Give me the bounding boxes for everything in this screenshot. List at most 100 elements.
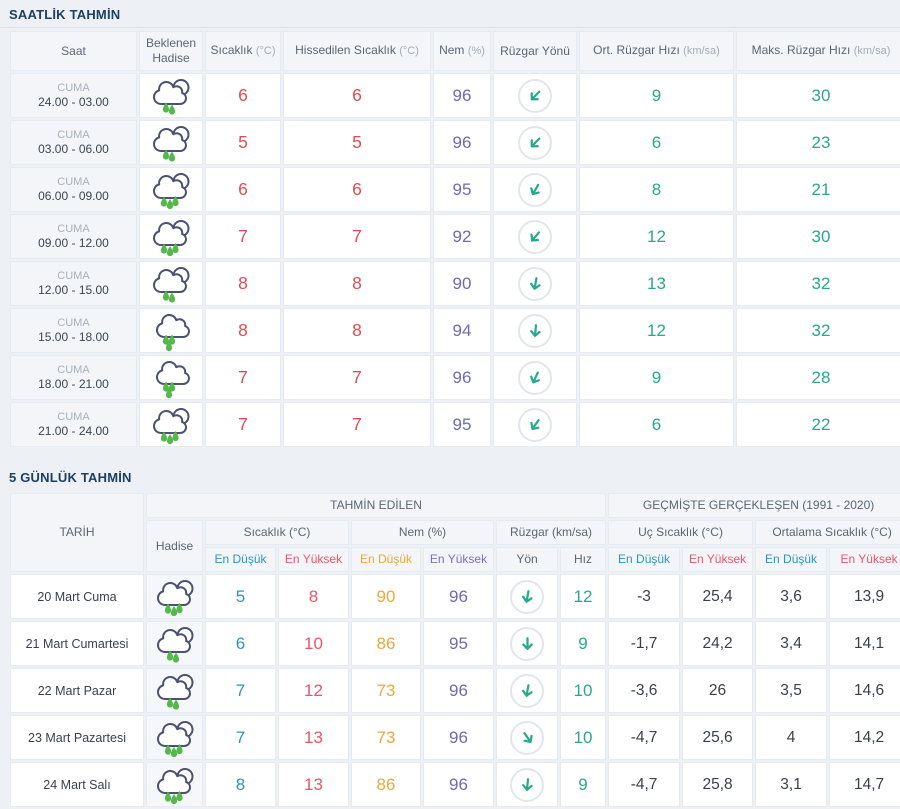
- time-slot-cell: CUMA 03.00 - 06.00: [10, 120, 137, 165]
- max-wind-speed-cell: 28: [736, 355, 900, 400]
- hourly-header-row: Saat Beklenen Hadise Sıcaklık (°C) Hisse…: [10, 31, 900, 71]
- temp-min-cell: 7: [205, 715, 276, 760]
- wind-direction-icon: [518, 219, 552, 254]
- col-header-tahmin-edilen: TAHMİN EDİLEN: [146, 493, 607, 518]
- daily-row: 24 Mart Salı 8 13 86 96 9 -4,7 25,8 3,1 14,7: [10, 762, 900, 807]
- rain-cloud-icon: [154, 624, 196, 664]
- daily-header-row-1: TARİH TAHMİN EDİLEN GEÇMİŞTE GERÇEKLEŞEN…: [10, 493, 900, 572]
- humidity-header-label: Nem: [439, 43, 465, 58]
- rain-cloud-icon: [150, 264, 192, 304]
- temp-max-cell: 13: [278, 715, 349, 760]
- hourly-row: CUMA 12.00 - 15.00 8 8 90 13 32: [10, 261, 900, 306]
- condition-cell: [139, 261, 203, 306]
- temperature-cell: 8: [205, 308, 281, 353]
- humidity-cell: 95: [433, 402, 491, 447]
- hourly-forecast-section: SAATLİK TAHMİN Saat Beklenen Hadise Sıca…: [0, 7, 900, 447]
- avg-wind-speed-cell: 6: [579, 402, 734, 447]
- temp-min-cell: 7: [205, 668, 276, 713]
- hourly-row: CUMA 24.00 - 03.00 6 6 96 9 30: [10, 73, 900, 118]
- condition-cell: [139, 73, 203, 118]
- predicted-header-label: TAHMİN EDİLEN: [330, 498, 422, 512]
- wind-speed-cell: 9: [560, 621, 607, 666]
- col-header-hum-min: En Düşük: [351, 547, 421, 572]
- avg-wind-speed-cell: 9: [579, 355, 734, 400]
- humidity-min-cell: 73: [351, 715, 421, 760]
- col-header-avg-min: En Düşük: [755, 547, 828, 572]
- col-header-ext-max: En Yüksek: [682, 547, 754, 572]
- hourly-row: CUMA 15.00 - 18.00 8 8 94 12 32: [10, 308, 900, 353]
- time-slot-cell: CUMA 15.00 - 18.00: [10, 308, 137, 353]
- humidity-max-cell: 96: [423, 762, 494, 807]
- average-min-cell: 3,5: [755, 668, 828, 713]
- feels-header-label: Hissedilen Sıcaklık: [295, 43, 396, 58]
- time-range-label: 06.00 - 09.00: [38, 188, 109, 203]
- rain-cloud-icon: [150, 123, 192, 163]
- avg-wind-speed-cell: 8: [579, 167, 734, 212]
- humidity-header-unit: (%): [467, 45, 485, 58]
- wind-direction-icon: [510, 579, 544, 614]
- humidity-group-label: Nem (%): [398, 525, 447, 539]
- average-min-cell: 3,6: [755, 574, 828, 619]
- day-label: CUMA: [57, 410, 90, 423]
- wind-direction-icon: [518, 78, 552, 113]
- daily-row: 20 Mart Cuma 5 8 90 96 12 -3 25,4 3,6 13,9: [10, 574, 900, 619]
- avg-temp-group-label: Ortalama Sıcaklık (°C): [772, 525, 892, 539]
- feels-like-cell: 5: [283, 120, 431, 165]
- wind-direction-cell: [493, 402, 577, 447]
- date-label: 21 Mart Cumartesi: [25, 636, 129, 651]
- day-label: CUMA: [57, 128, 90, 141]
- max-label: En Yüksek: [284, 552, 343, 566]
- avg-wind-speed-cell: 13: [579, 261, 734, 306]
- rain-cloud-icon: [150, 76, 192, 116]
- max-wind-speed-cell: 30: [736, 214, 900, 259]
- date-label: 20 Mart Cuma: [37, 589, 117, 604]
- daily-header-row-2: Hadise Sıcaklık (°C) Nem (%) Rüzgar (km/…: [10, 520, 900, 572]
- condition-cell: [139, 120, 203, 165]
- col-header-sicaklik-group: Sıcaklık (°C): [205, 520, 349, 545]
- time-range-label: 21.00 - 24.00: [38, 423, 109, 438]
- temp-max-cell: 12: [278, 668, 349, 713]
- col-header-sicaklik: Sıcaklık (°C): [205, 31, 281, 71]
- temperature-cell: 6: [205, 73, 281, 118]
- temperature-cell: 5: [205, 120, 281, 165]
- min-label: En Düşük: [618, 552, 671, 566]
- wind-direction-cell: [493, 167, 577, 212]
- average-max-cell: 14,6: [829, 668, 900, 713]
- humidity-cell: 90: [433, 261, 491, 306]
- extreme-temp-group-label: Uç Sıcaklık (°C): [638, 525, 723, 539]
- average-min-cell: 3,1: [755, 762, 828, 807]
- daily-header-row-3: En Düşük En Yüksek En Düşük En Yüksek Yö…: [10, 547, 900, 572]
- col-header-ortalama-group: Ortalama Sıcaklık (°C): [755, 520, 900, 545]
- col-header-hissedilen: Hissedilen Sıcaklık (°C): [283, 31, 431, 71]
- max-wind-speed-cell: 30: [736, 73, 900, 118]
- wind-direction-cell: [496, 574, 558, 619]
- time-range-label: 09.00 - 12.00: [38, 235, 109, 250]
- time-range-label: 24.00 - 03.00: [38, 94, 109, 109]
- wind-direction-icon: [510, 626, 544, 661]
- average-max-cell: 14,2: [829, 715, 900, 760]
- temp-header-label: Sıcaklık: [210, 43, 253, 58]
- rain-cloud-icon: [154, 577, 196, 617]
- condition-cell: [146, 621, 203, 666]
- daily-row: 22 Mart Pazar 7 12 73 96 10 -3,6 26 3,5 14,6: [10, 668, 900, 713]
- date-cell: 23 Mart Pazartesi: [10, 715, 144, 760]
- feels-header-unit: (°C): [399, 45, 419, 58]
- wind-direction-cell: [496, 762, 558, 807]
- hourly-row: CUMA 21.00 - 24.00 7 7 95 6 22: [10, 402, 900, 447]
- max-wind-speed-cell: 23: [736, 120, 900, 165]
- wind-direction-icon: [518, 125, 552, 160]
- temperature-cell: 7: [205, 355, 281, 400]
- time-slot-cell: CUMA 06.00 - 09.00: [10, 167, 137, 212]
- daily-section-title: 5 GÜNLÜK TAHMİN: [9, 470, 132, 485]
- wind-speed-cell: 9: [560, 762, 607, 807]
- col-header-hum-max: En Yüksek: [423, 547, 494, 572]
- wind-avg-header-unit: (km/sa): [683, 45, 720, 58]
- humidity-cell: 96: [433, 355, 491, 400]
- time-slot-cell: CUMA 12.00 - 15.00: [10, 261, 137, 306]
- condition-cell: [139, 214, 203, 259]
- max-wind-speed-cell: 32: [736, 308, 900, 353]
- extreme-min-cell: -3: [608, 574, 681, 619]
- humidity-cell: 95: [433, 167, 491, 212]
- date-cell: 21 Mart Cumartesi: [10, 621, 144, 666]
- day-label: CUMA: [57, 363, 90, 376]
